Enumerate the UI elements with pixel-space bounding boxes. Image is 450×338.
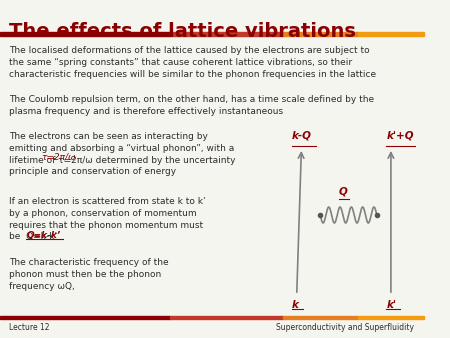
Text: Superconductivity and Superfluidity: Superconductivity and Superfluidity [276,323,414,332]
Text: The electrons can be seen as interacting by
emitting and absorbing a “virtual ph: The electrons can be seen as interacting… [9,132,236,176]
Text: Q: Q [339,187,348,197]
Text: k: k [292,300,299,310]
Text: The localised deformations of the lattice caused by the electrons are subject to: The localised deformations of the lattic… [9,46,377,79]
Text: The characteristic frequency of the
phonon must then be the phonon
frequency ωQ,: The characteristic frequency of the phon… [9,258,169,291]
Bar [0,32,170,36]
Bar [358,316,424,319]
Text: τ=2π/ω: τ=2π/ω [41,152,76,161]
Text: If an electron is scattered from state k to k’
by a phonon, conservation of mome: If an electron is scattered from state k… [9,197,206,241]
Text: k-Q: k-Q [292,130,312,140]
Bar [283,316,358,319]
Text: Lecture 12: Lecture 12 [9,323,50,332]
Text: The Coulomb repulsion term, on the other hand, has a time scale defined by the
p: The Coulomb repulsion term, on the other… [9,95,374,116]
Bar [358,32,424,36]
Text: k'+Q: k'+Q [386,130,414,140]
Bar [283,32,358,36]
Text: The effects of lattice vibrations: The effects of lattice vibrations [9,22,356,41]
Text: k': k' [386,300,396,310]
Text: Q=k-k’: Q=k-k’ [27,231,61,240]
Bar [0,316,170,319]
Bar [170,32,283,36]
Bar [170,316,283,319]
